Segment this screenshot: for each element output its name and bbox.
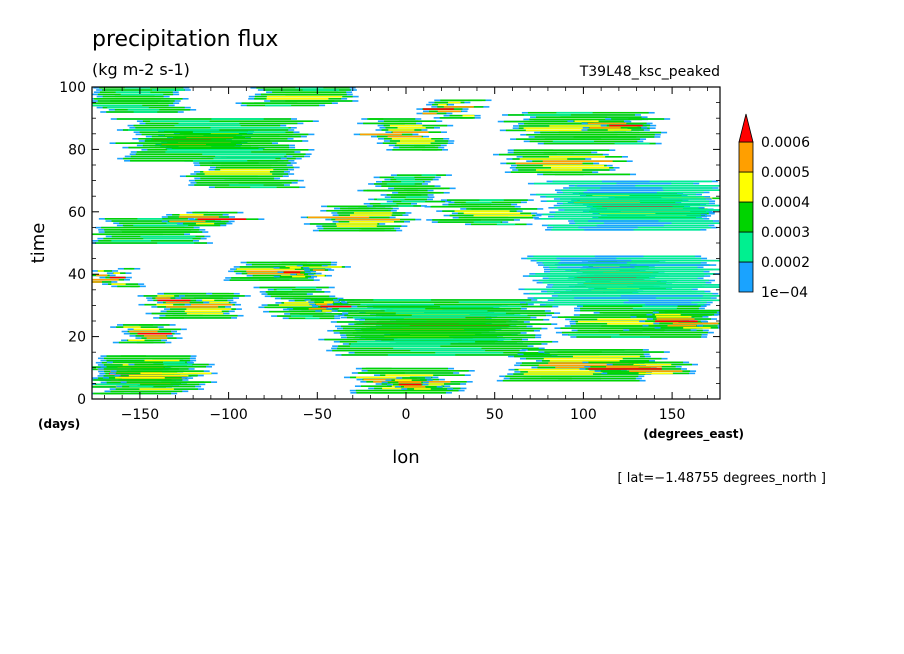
colorbar-swatch <box>738 141 754 173</box>
precip-band <box>92 361 218 388</box>
y-units-label: (days) <box>38 417 80 431</box>
data-layer <box>92 87 720 395</box>
colorbar-label: 0.0003 <box>761 225 810 241</box>
precip-band <box>381 377 454 390</box>
y-tick-label: 100 <box>59 80 86 96</box>
precip-band <box>567 118 671 131</box>
y-axis: 0 20 40 60 80 100 <box>59 80 720 408</box>
chart-title: precipitation flux <box>92 27 278 52</box>
y-tick-label: 20 <box>68 330 86 346</box>
precip-band <box>497 111 668 145</box>
precip-band <box>92 218 231 244</box>
colorbar-label: 0.0002 <box>761 255 810 271</box>
chart-subtitle: (kg m-2 s-1) <box>92 60 190 79</box>
colorbar-label: 0.0005 <box>761 165 810 181</box>
x-units-label: (degrees_east) <box>643 427 744 442</box>
x-axis: −150 −100 −50 0 50 100 150 <box>104 87 708 423</box>
precip-band <box>300 205 422 232</box>
precip-band <box>92 267 146 288</box>
x-tick-label: 50 <box>486 407 504 423</box>
precip-band <box>357 174 456 207</box>
colorbar-label: 0.0004 <box>761 195 810 211</box>
y-axis-label: time <box>28 223 49 264</box>
x-axis-label: lon <box>392 447 419 468</box>
precip-band <box>109 118 319 162</box>
colorbar-label: 0.0006 <box>761 135 810 151</box>
colorbar-swatch <box>738 171 754 203</box>
footnote-latitude: [ lat=−1.48755 degrees_north ] <box>618 471 826 486</box>
precip-band <box>416 99 492 119</box>
precip-band <box>353 118 455 151</box>
precip-band <box>273 264 335 278</box>
precip-band <box>493 149 637 176</box>
colorbar-swatch <box>738 201 754 233</box>
x-tick-label: −100 <box>209 407 247 423</box>
x-tick-label: 0 <box>402 407 411 423</box>
precip-band <box>161 211 265 225</box>
y-tick-label: 60 <box>68 205 86 221</box>
precip-band <box>527 180 720 231</box>
x-tick-label: 100 <box>570 407 597 423</box>
precip-band <box>318 299 561 356</box>
precip-band <box>579 361 698 375</box>
precip-band <box>235 87 359 107</box>
y-tick-label: 80 <box>68 142 86 158</box>
precip-band <box>145 292 251 319</box>
x-tick-label: −150 <box>121 407 159 423</box>
colorbar-legend: 1e−04 0.0002 0.0003 0.0004 0.0005 0.0006 <box>738 113 810 301</box>
colorbar-swatch <box>738 261 754 293</box>
y-tick-label: 0 <box>77 392 86 408</box>
colorbar-swatch <box>738 231 754 263</box>
precip-band <box>518 255 720 306</box>
precip-band <box>137 292 213 306</box>
x-tick-label: 150 <box>659 407 686 423</box>
precip-band <box>623 311 720 331</box>
y-tick-label: 40 <box>68 267 86 283</box>
precip-band <box>223 261 351 281</box>
x-tick-label: −50 <box>303 407 333 423</box>
experiment-label: T39L48_ksc_peaked <box>579 64 720 80</box>
precip-band <box>424 199 544 226</box>
precip-band <box>92 87 197 113</box>
precip-band <box>110 324 187 344</box>
colorbar-extend-arrow <box>738 113 754 143</box>
colorbar-label: 1e−04 <box>761 285 808 301</box>
